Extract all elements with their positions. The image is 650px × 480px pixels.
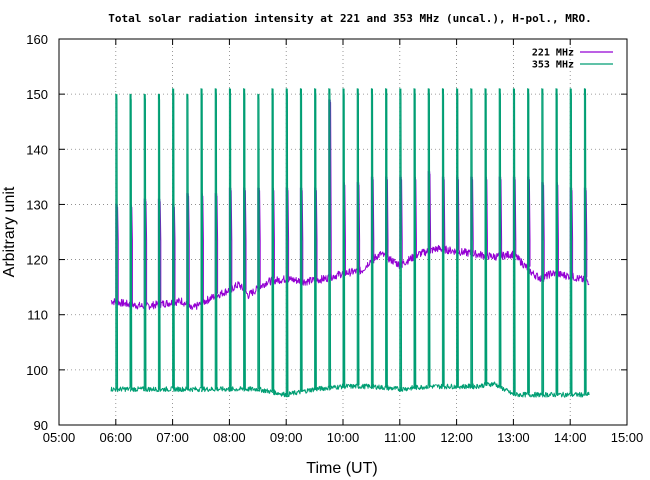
legend-label: 353 MHz [532,60,574,71]
x-tick-label: 09:00 [270,430,303,445]
x-tick-label: 07:00 [156,430,189,445]
y-tick-label: 120 [26,253,48,268]
x-axis-label: Time (UT) [306,460,377,477]
y-tick-label: 140 [26,142,48,157]
x-tick-label: 11:00 [384,430,416,445]
series-line-221-mhz [110,99,590,311]
y-tick-label: 100 [26,363,48,378]
y-tick-label: 150 [26,87,48,102]
y-axis-label: Arbitrary unit [1,186,18,277]
x-tick-label: 15:00 [611,430,644,445]
x-tick-label: 13:00 [497,430,530,445]
chart-title: Total solar radiation intensity at 221 a… [108,12,591,25]
x-tick-label: 06:00 [100,430,133,445]
series-group [110,88,590,398]
x-tick-label: 14:00 [554,430,587,445]
x-tick-label: 10:00 [327,430,360,445]
x-tick-label: 08:00 [213,430,246,445]
x-tick-label: 05:00 [43,430,76,445]
y-tick-label: 130 [26,197,48,212]
series-line-353-mhz [110,88,590,398]
ticks: 05:00 06:00 07:00 08:00 09:00 10:00 11:00 12:00… [26,32,643,445]
x-tick-label: 12:00 [440,430,473,445]
y-tick-label: 90 [34,418,48,433]
y-tick-label: 160 [26,32,48,47]
y-tick-label: 110 [27,308,48,323]
legend-label: 221 MHz [532,48,574,59]
